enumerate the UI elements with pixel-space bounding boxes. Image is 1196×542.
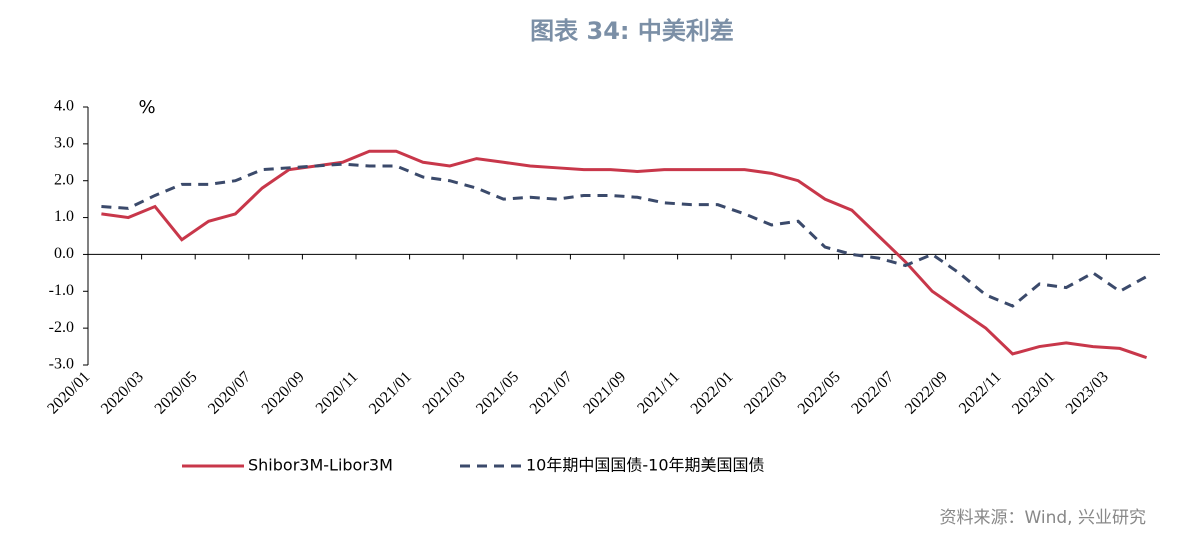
x-tick-label: 2021/01	[366, 368, 415, 417]
x-tick-label: 2020/11	[313, 368, 362, 417]
x-tick-label: 2022/01	[688, 368, 737, 417]
x-tick-label: 2023/03	[1063, 368, 1112, 417]
chart-title: 图表 34: 中美利差	[530, 17, 734, 45]
y-tick-label: 4.0	[54, 98, 74, 115]
x-tick-label: 2020/07	[205, 368, 254, 417]
y-tick-label: -2.0	[49, 319, 74, 336]
x-tick-label: 2022/07	[848, 368, 897, 417]
x-tick-label: 2021/07	[527, 368, 576, 417]
x-tick-label: 2021/05	[473, 368, 522, 417]
series-line	[101, 149, 1148, 360]
x-tick-label: 2023/01	[1009, 368, 1058, 417]
y-axis-label: %	[138, 97, 155, 118]
y-tick-label: -3.0	[49, 356, 74, 373]
x-tick-label: 2021/09	[580, 368, 629, 417]
x-tick-label: 2022/11	[956, 368, 1005, 417]
x-tick-label: 2020/03	[98, 368, 147, 417]
y-tick-label: 2.0	[54, 171, 74, 188]
x-tick-label: 2022/05	[795, 368, 844, 417]
x-tick-label: 2020/09	[259, 368, 308, 417]
y-tick-label: 0.0	[54, 245, 74, 262]
x-tick-label: 2022/09	[902, 368, 951, 417]
y-tick-label: 1.0	[54, 208, 74, 225]
x-tick-label: 2020/05	[152, 368, 201, 417]
x-tick-label: 2021/03	[420, 368, 469, 417]
x-tick-label: 2022/03	[741, 368, 790, 417]
x-tick-label: 2020/01	[44, 368, 93, 417]
source: 资料来源：Wind, 兴业研究	[939, 508, 1146, 528]
y-tick-label: 3.0	[54, 135, 74, 152]
legend-label: Shibor3M-Libor3M	[248, 456, 393, 475]
x-tick-label: 2021/11	[634, 368, 683, 417]
legend-label: 10年期中国国债-10年期美国国债	[526, 456, 765, 475]
series-line	[101, 162, 1148, 308]
y-tick-label: -1.0	[49, 282, 74, 299]
